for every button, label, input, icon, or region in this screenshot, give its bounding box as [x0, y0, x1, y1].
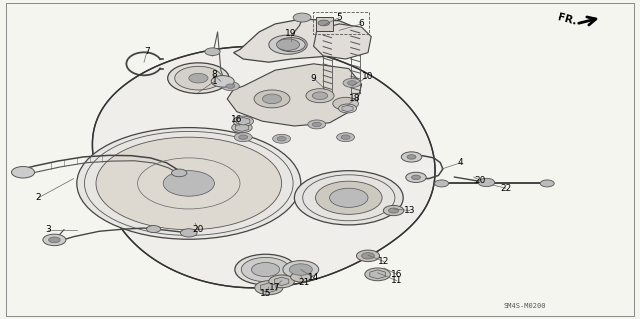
Text: 22: 22 [500, 184, 511, 193]
Text: 2: 2 [36, 193, 41, 202]
Text: 12: 12 [378, 257, 390, 266]
Polygon shape [234, 19, 358, 62]
Circle shape [233, 116, 253, 126]
Text: 18: 18 [349, 94, 361, 103]
Text: 3: 3 [45, 225, 51, 234]
Circle shape [276, 39, 300, 50]
Circle shape [269, 275, 294, 288]
Text: 7: 7 [145, 47, 150, 56]
Circle shape [235, 254, 296, 285]
Text: 5: 5 [337, 13, 342, 22]
Text: 14: 14 [308, 273, 319, 282]
Circle shape [312, 122, 321, 127]
Circle shape [337, 133, 355, 142]
Text: 19: 19 [285, 29, 297, 38]
Circle shape [406, 172, 426, 182]
Circle shape [478, 178, 495, 187]
Text: FR.: FR. [557, 12, 578, 26]
Text: 16: 16 [231, 115, 243, 124]
Circle shape [412, 175, 420, 180]
Circle shape [180, 229, 197, 237]
Polygon shape [227, 64, 362, 126]
Circle shape [277, 137, 286, 141]
Polygon shape [92, 46, 435, 288]
Circle shape [365, 268, 390, 281]
Text: 4: 4 [458, 158, 463, 167]
Text: 20: 20 [474, 176, 486, 185]
Text: 8: 8 [212, 70, 217, 79]
Circle shape [241, 257, 290, 282]
Circle shape [205, 48, 220, 56]
Circle shape [255, 281, 283, 295]
FancyBboxPatch shape [316, 17, 333, 31]
Circle shape [168, 63, 229, 93]
Circle shape [269, 35, 307, 54]
Circle shape [294, 171, 403, 225]
Circle shape [172, 169, 187, 177]
Text: 1: 1 [212, 77, 217, 86]
Text: 6: 6 [359, 19, 364, 28]
Circle shape [330, 188, 368, 207]
Text: 20: 20 [193, 225, 204, 234]
Text: 16: 16 [391, 270, 403, 279]
Circle shape [96, 137, 282, 230]
Circle shape [362, 253, 374, 259]
Circle shape [211, 76, 234, 87]
Circle shape [239, 135, 248, 139]
Circle shape [289, 264, 312, 275]
Circle shape [43, 234, 66, 246]
Circle shape [12, 167, 35, 178]
Circle shape [234, 133, 252, 142]
Circle shape [226, 84, 235, 88]
Circle shape [254, 90, 290, 108]
Circle shape [49, 237, 60, 243]
Circle shape [318, 20, 330, 26]
Circle shape [312, 92, 328, 100]
Text: 17: 17 [269, 283, 281, 292]
Circle shape [221, 82, 239, 91]
Circle shape [189, 73, 208, 83]
Text: 15: 15 [260, 289, 271, 298]
Circle shape [147, 226, 161, 233]
Text: 21: 21 [298, 278, 310, 287]
Circle shape [316, 181, 382, 214]
Circle shape [252, 263, 280, 277]
Circle shape [339, 104, 356, 113]
Circle shape [175, 66, 222, 90]
Circle shape [293, 13, 311, 22]
Circle shape [401, 152, 422, 162]
Circle shape [383, 205, 404, 216]
Circle shape [273, 134, 291, 143]
Circle shape [333, 97, 358, 110]
Circle shape [356, 250, 380, 262]
Circle shape [163, 171, 214, 196]
Circle shape [407, 155, 416, 159]
Circle shape [343, 78, 361, 87]
Circle shape [232, 122, 252, 133]
Circle shape [283, 261, 319, 278]
Text: 11: 11 [391, 276, 403, 285]
Circle shape [291, 272, 311, 282]
Text: 9: 9 [311, 74, 316, 83]
Text: SM4S-M0200: SM4S-M0200 [504, 303, 546, 309]
Circle shape [540, 180, 554, 187]
Circle shape [262, 94, 282, 104]
Circle shape [77, 128, 301, 239]
Circle shape [308, 120, 326, 129]
Circle shape [341, 135, 350, 139]
Circle shape [435, 180, 449, 187]
Circle shape [388, 208, 399, 213]
Circle shape [306, 89, 334, 103]
Text: 13: 13 [404, 206, 415, 215]
Polygon shape [314, 24, 371, 59]
Circle shape [277, 38, 305, 52]
Text: 10: 10 [362, 72, 374, 81]
Circle shape [348, 81, 356, 85]
